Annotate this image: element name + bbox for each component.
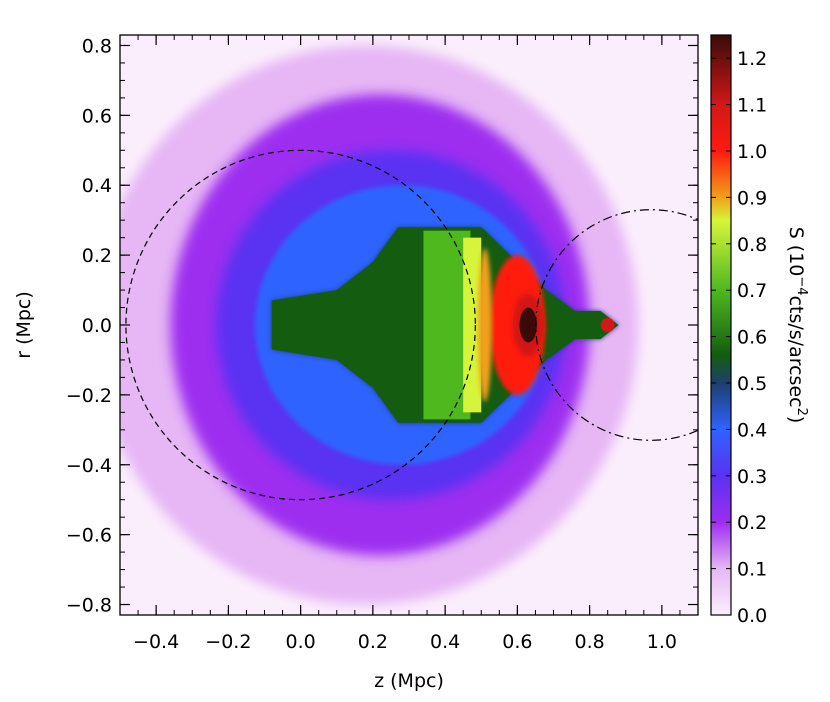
x-tick-label: 0.2: [358, 631, 388, 653]
x-tick-label: 1.0: [647, 631, 677, 653]
colorbar-frame: [710, 34, 732, 616]
overlay-circle-2: [535, 209, 698, 441]
colorbar-tick-label: 0.2: [737, 512, 767, 534]
colorbar-title-main: S (10: [785, 227, 807, 277]
colorbar-tick-label: 1.2: [737, 48, 767, 70]
y-tick-label: 0.2: [82, 245, 112, 267]
colorbar: [711, 35, 731, 615]
x-tick-label: 0.0: [286, 631, 316, 653]
colorbar-tick-label: 0.8: [737, 234, 767, 256]
y-tick-label: −0.6: [66, 525, 112, 547]
colorbar-title: S (10−4cts/s/arcsec2): [785, 227, 809, 424]
colorbar-title-exponent: −4: [794, 276, 809, 295]
colorbar-title-end: ): [785, 416, 807, 423]
y-tick-label: −0.4: [66, 455, 112, 477]
x-tick-label: 0.6: [502, 631, 532, 653]
y-tick-label: −0.2: [66, 385, 112, 407]
x-tick-label: −0.2: [205, 631, 251, 653]
colorbar-ticks: 0.0 0.1 0.2 0.3 0.4 0.5 0.6 0.7 0.8 0.9 1.0 1.1 1.2: [711, 48, 767, 627]
colorbar-tick-label: 0.0: [737, 605, 767, 627]
colorbar-tick-label: 0.5: [737, 373, 767, 395]
colorbar-tick-label: 0.4: [737, 419, 767, 441]
heatmap-orange-band: [477, 248, 492, 402]
heatmap-yellow-green-band: [463, 237, 482, 413]
x-axis-ticks: −0.4 −0.2 0.0 0.2 0.4 0.6 0.8 1.0: [119, 35, 699, 653]
x-tick-label: 0.8: [575, 631, 605, 653]
x-axis-title: z (Mpc): [374, 670, 444, 692]
region-overlays: [125, 149, 698, 501]
colorbar-tick-label: 0.7: [737, 280, 767, 302]
colorbar-tick-label: 0.6: [737, 327, 767, 349]
heatmap-peak: [519, 307, 537, 343]
y-tick-label: 0.8: [82, 35, 112, 57]
colorbar-title-exponent-2: 2: [794, 408, 809, 416]
heatmap-secondary-peak: [600, 318, 615, 332]
y-tick-label: 0.4: [82, 175, 112, 197]
colorbar-tick-label: 0.9: [737, 187, 767, 209]
x-tick-label: 0.4: [430, 631, 460, 653]
colorbar-title-units: cts/s/arcsec: [785, 296, 807, 408]
heatmap-light-green-band: [423, 230, 471, 420]
colorbar-tick-label: 0.3: [737, 466, 767, 488]
x-tick-label: −0.4: [133, 631, 179, 653]
y-axis-ticks: −0.8 −0.6 −0.4 −0.2 0.0 0.2 0.4 0.6 0.8: [66, 35, 698, 617]
y-axis-title: r (Mpc): [13, 291, 35, 359]
heatmap-image: [120, 35, 698, 615]
y-tick-label: 0.0: [82, 315, 112, 337]
colorbar-tick-label: 1.1: [737, 95, 767, 117]
y-tick-label: 0.6: [82, 105, 112, 127]
colorbar-tick-label: 0.1: [737, 559, 767, 581]
y-tick-label: −0.8: [66, 595, 112, 617]
overlay-circle-1: [125, 149, 476, 501]
colorbar-tick-label: 1.0: [737, 141, 767, 163]
